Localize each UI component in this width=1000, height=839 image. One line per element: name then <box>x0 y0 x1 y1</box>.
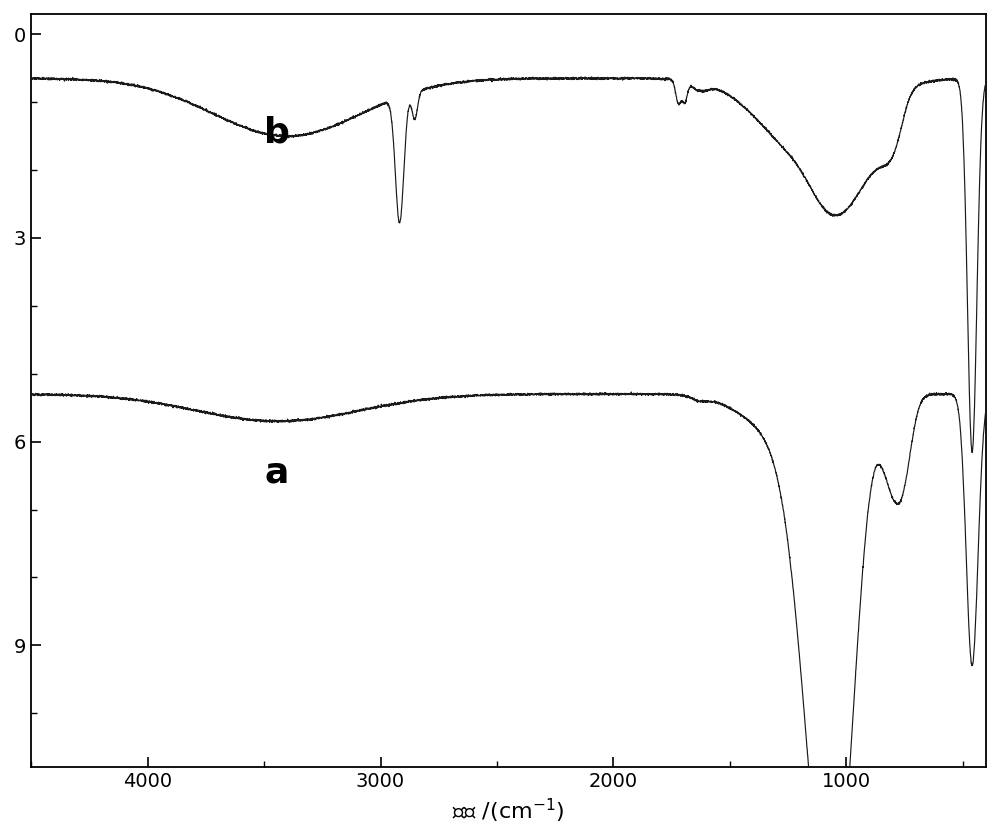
Text: b: b <box>264 116 290 150</box>
Text: a: a <box>264 456 288 489</box>
X-axis label: 波数 /(cm$^{-1}$): 波数 /(cm$^{-1}$) <box>452 797 565 825</box>
